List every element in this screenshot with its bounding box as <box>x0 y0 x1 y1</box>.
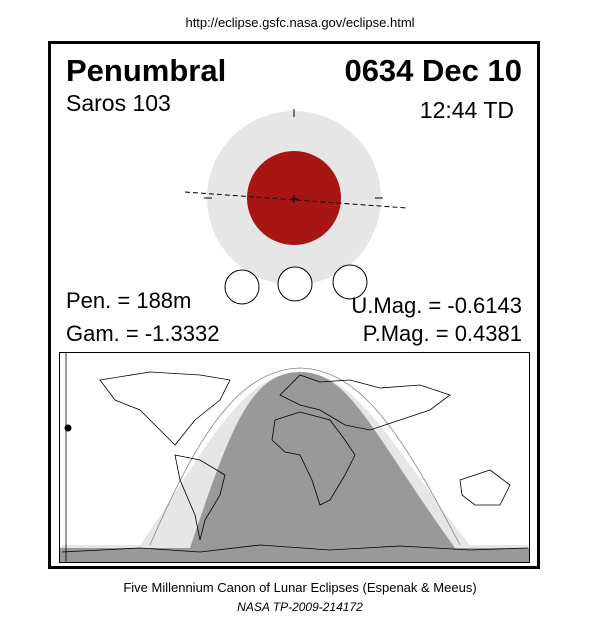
north-america <box>99 371 231 446</box>
moon <box>224 269 260 305</box>
moon <box>332 264 368 300</box>
gamma: Gam. = -1.3332 <box>66 321 219 346</box>
footer-credit: Five Millennium Canon of Lunar Eclipses … <box>123 580 476 595</box>
moon <box>277 266 313 302</box>
contact-curve <box>149 367 461 546</box>
shadow-diagram <box>184 109 408 305</box>
umbral-magnitude: U.Mag. = -0.6143 <box>351 293 522 318</box>
duration: Pen. = 188m <box>66 288 191 313</box>
umbral-zone <box>60 372 529 562</box>
greatest-eclipse-point <box>64 424 72 432</box>
source-url: http://eclipse.gsfc.nasa.gov/eclipse.htm… <box>185 15 414 30</box>
eclipse-date: 0634 Dec 10 <box>344 53 522 88</box>
antarctica <box>61 544 529 553</box>
south-america <box>174 454 226 541</box>
saros: Saros 103 <box>66 90 171 116</box>
world-map <box>59 352 530 563</box>
africa <box>271 411 356 506</box>
footer-publication: NASA TP-2009-214172 <box>237 600 363 614</box>
moon-path <box>184 191 408 209</box>
eurasia <box>279 374 451 431</box>
time: 12:44 TD <box>420 97 514 123</box>
penumbral-magnitude: P.Mag. = 0.4381 <box>363 321 522 346</box>
australia <box>459 469 511 506</box>
eclipse-type: Penumbral <box>66 53 226 88</box>
